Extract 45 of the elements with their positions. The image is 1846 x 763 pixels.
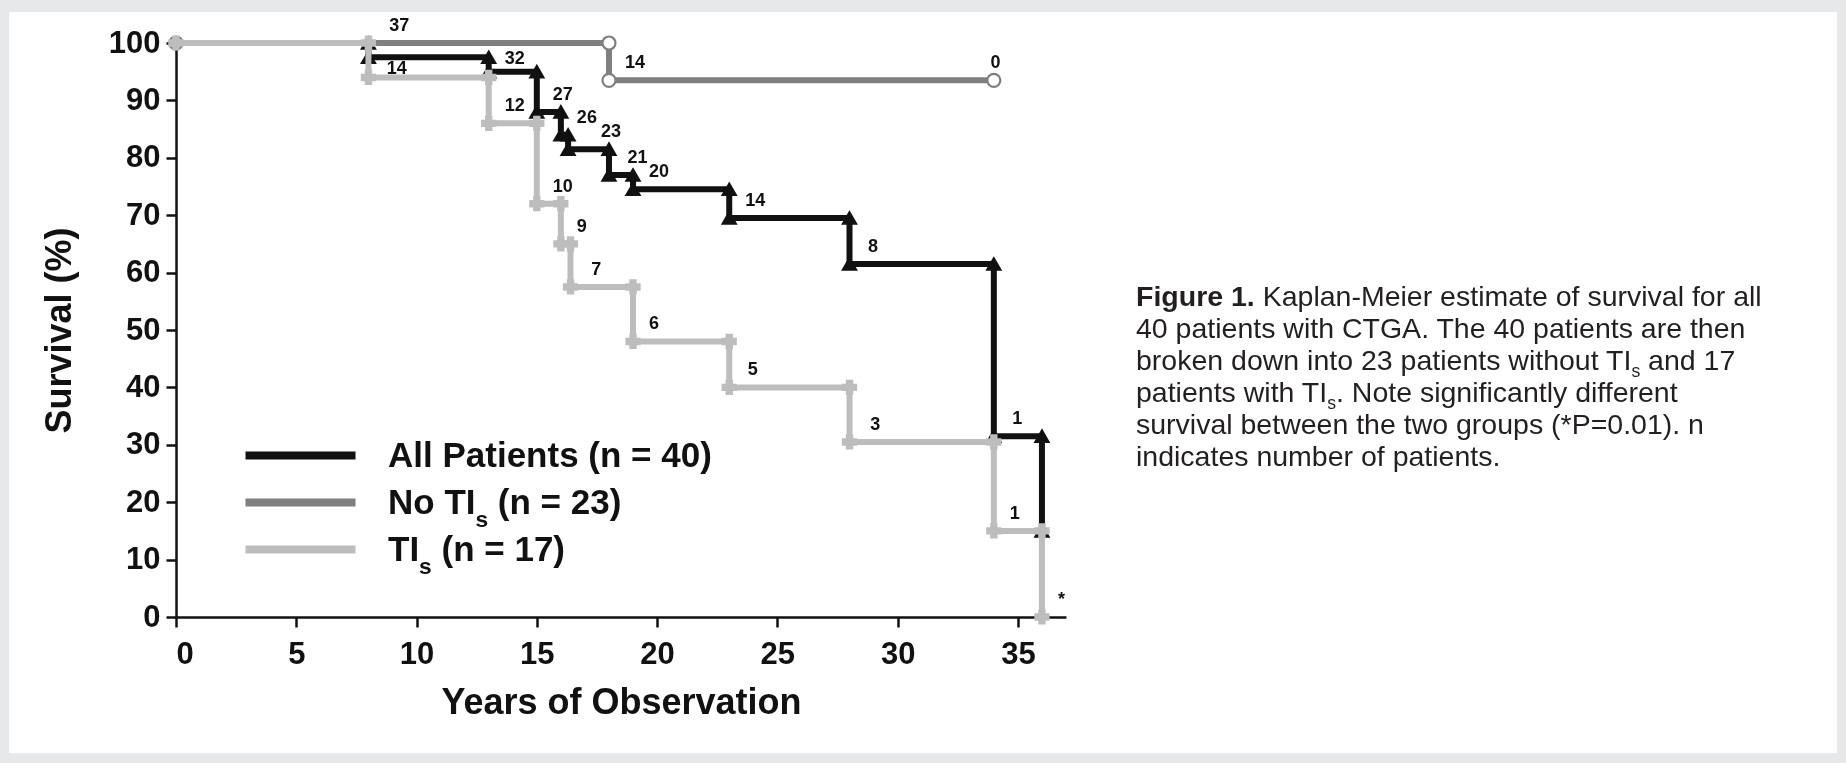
x-tick-label: 15 [520, 635, 555, 671]
annotation: 14 [386, 57, 407, 78]
annotation: 20 [649, 161, 670, 182]
annotation: 32 [504, 47, 525, 68]
x-tick-label: 25 [760, 635, 796, 671]
y-tick-label: 80 [126, 139, 161, 175]
x-tick-label: 5 [288, 635, 306, 671]
x-axis-title: Years of Observation [441, 680, 802, 722]
annotation: 7 [591, 258, 602, 279]
annotation: 6 [649, 313, 660, 334]
annotation: 14 [624, 52, 645, 73]
annotation: 0 [990, 52, 1001, 73]
y-tick-label: 0 [143, 598, 161, 634]
annotation: * [1057, 589, 1065, 609]
y-tick-label: 60 [126, 254, 161, 290]
y-tick-label: 50 [126, 311, 161, 347]
annotation: 26 [576, 106, 597, 127]
annotation: 12 [504, 95, 525, 116]
legend-label: All Patients (n = 40) [388, 434, 712, 474]
annotation: 1 [1012, 408, 1023, 429]
annotation: 1 [1009, 502, 1020, 523]
y-axis-title: Survival (%) [37, 227, 79, 434]
x-tick-label: 35 [1001, 635, 1036, 671]
annotation: 23 [600, 121, 621, 142]
text: Figure 1. Kaplan-Meier estimate of survival for all 40 patients with CTGA. The 40 patients are then broken down into 23 patients without TI$_{s}$ and 17 patients with TI$_{s}$. Note significantly different survival between the two groups (*P=0.01). n indicates number of patients. [1136, 280, 1762, 472]
annotation: 5 [747, 359, 758, 380]
annotation: 14 [745, 190, 766, 211]
y-tick-label: 100 [108, 24, 161, 60]
y-tick-label: 30 [126, 426, 161, 462]
annotation: 8 [867, 235, 878, 256]
x-tick-label: 20 [640, 635, 675, 671]
x-tick-label: 10 [399, 635, 435, 671]
annotation: 21 [627, 147, 648, 168]
x-tick-label: 0 [176, 635, 194, 671]
annotation: 9 [576, 215, 587, 236]
y-tick-label: 70 [126, 196, 161, 232]
annotation: 3 [870, 413, 881, 434]
annotation: 27 [552, 83, 573, 104]
y-tick-label: 90 [126, 81, 161, 117]
y-tick-label: 10 [126, 541, 161, 577]
y-tick-label: 40 [126, 368, 161, 404]
y-tick-label: 20 [126, 483, 161, 519]
annotation: 10 [552, 175, 573, 196]
annotation: 37 [389, 15, 410, 35]
x-tick-label: 30 [880, 635, 916, 671]
